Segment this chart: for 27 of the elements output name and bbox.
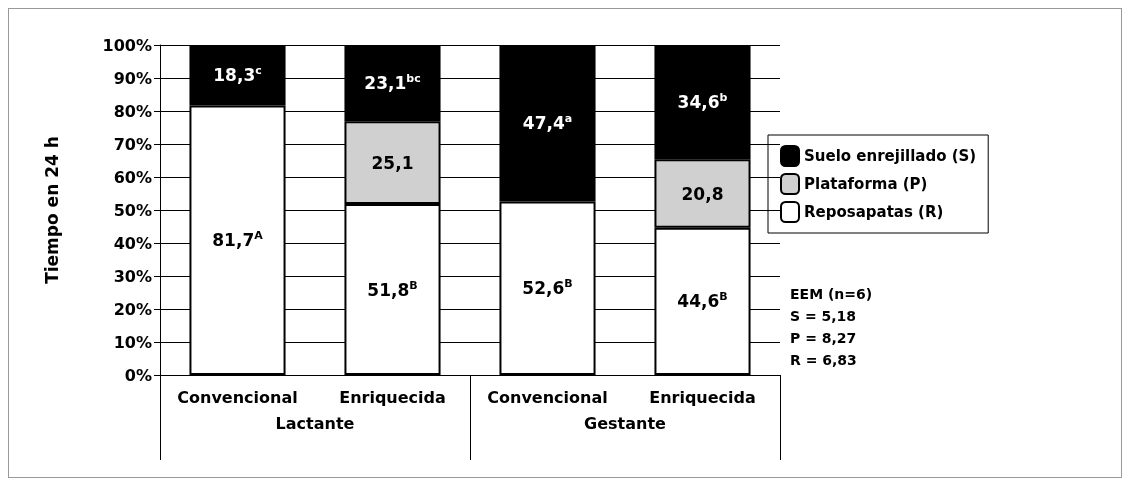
y-tick-label: 50% <box>113 200 152 220</box>
y-tick-label: 40% <box>113 233 152 253</box>
data-label: 20,8 <box>681 183 724 204</box>
y-tick-label: 100% <box>102 35 152 55</box>
x-tick-label: Enriquecida <box>339 387 446 407</box>
legend-label: Suelo enrejillado (S) <box>804 147 977 165</box>
y-tick-label: 0% <box>124 365 152 385</box>
x-tick-label: Convencional <box>487 387 608 407</box>
y-tick-label: 90% <box>113 68 152 88</box>
data-label: 25,1 <box>371 152 414 173</box>
legend-label: Plataforma (P) <box>804 175 928 193</box>
legend-label: Reposapatas (R) <box>804 203 944 221</box>
text: EEM (n=6) <box>790 286 873 302</box>
y-tick-label: 60% <box>113 167 152 187</box>
y-tick-label: 10% <box>113 332 152 352</box>
y-tick-label: 20% <box>113 299 152 319</box>
y-tick-label: 70% <box>113 134 152 154</box>
x-tick-label: Convencional <box>177 387 298 407</box>
x-tick-label: Enriquecida <box>649 387 756 407</box>
y-tick-label: 30% <box>113 266 152 286</box>
y-tick-label: 80% <box>113 101 152 121</box>
text: P = 8,27 <box>790 330 857 346</box>
y-axis-title: Tiempo en 24 h <box>41 136 62 284</box>
text: R = 6,83 <box>790 352 857 368</box>
text: Gestante <box>584 413 667 433</box>
text: S = 5,18 <box>790 308 857 324</box>
text: Lactante <box>275 413 355 433</box>
